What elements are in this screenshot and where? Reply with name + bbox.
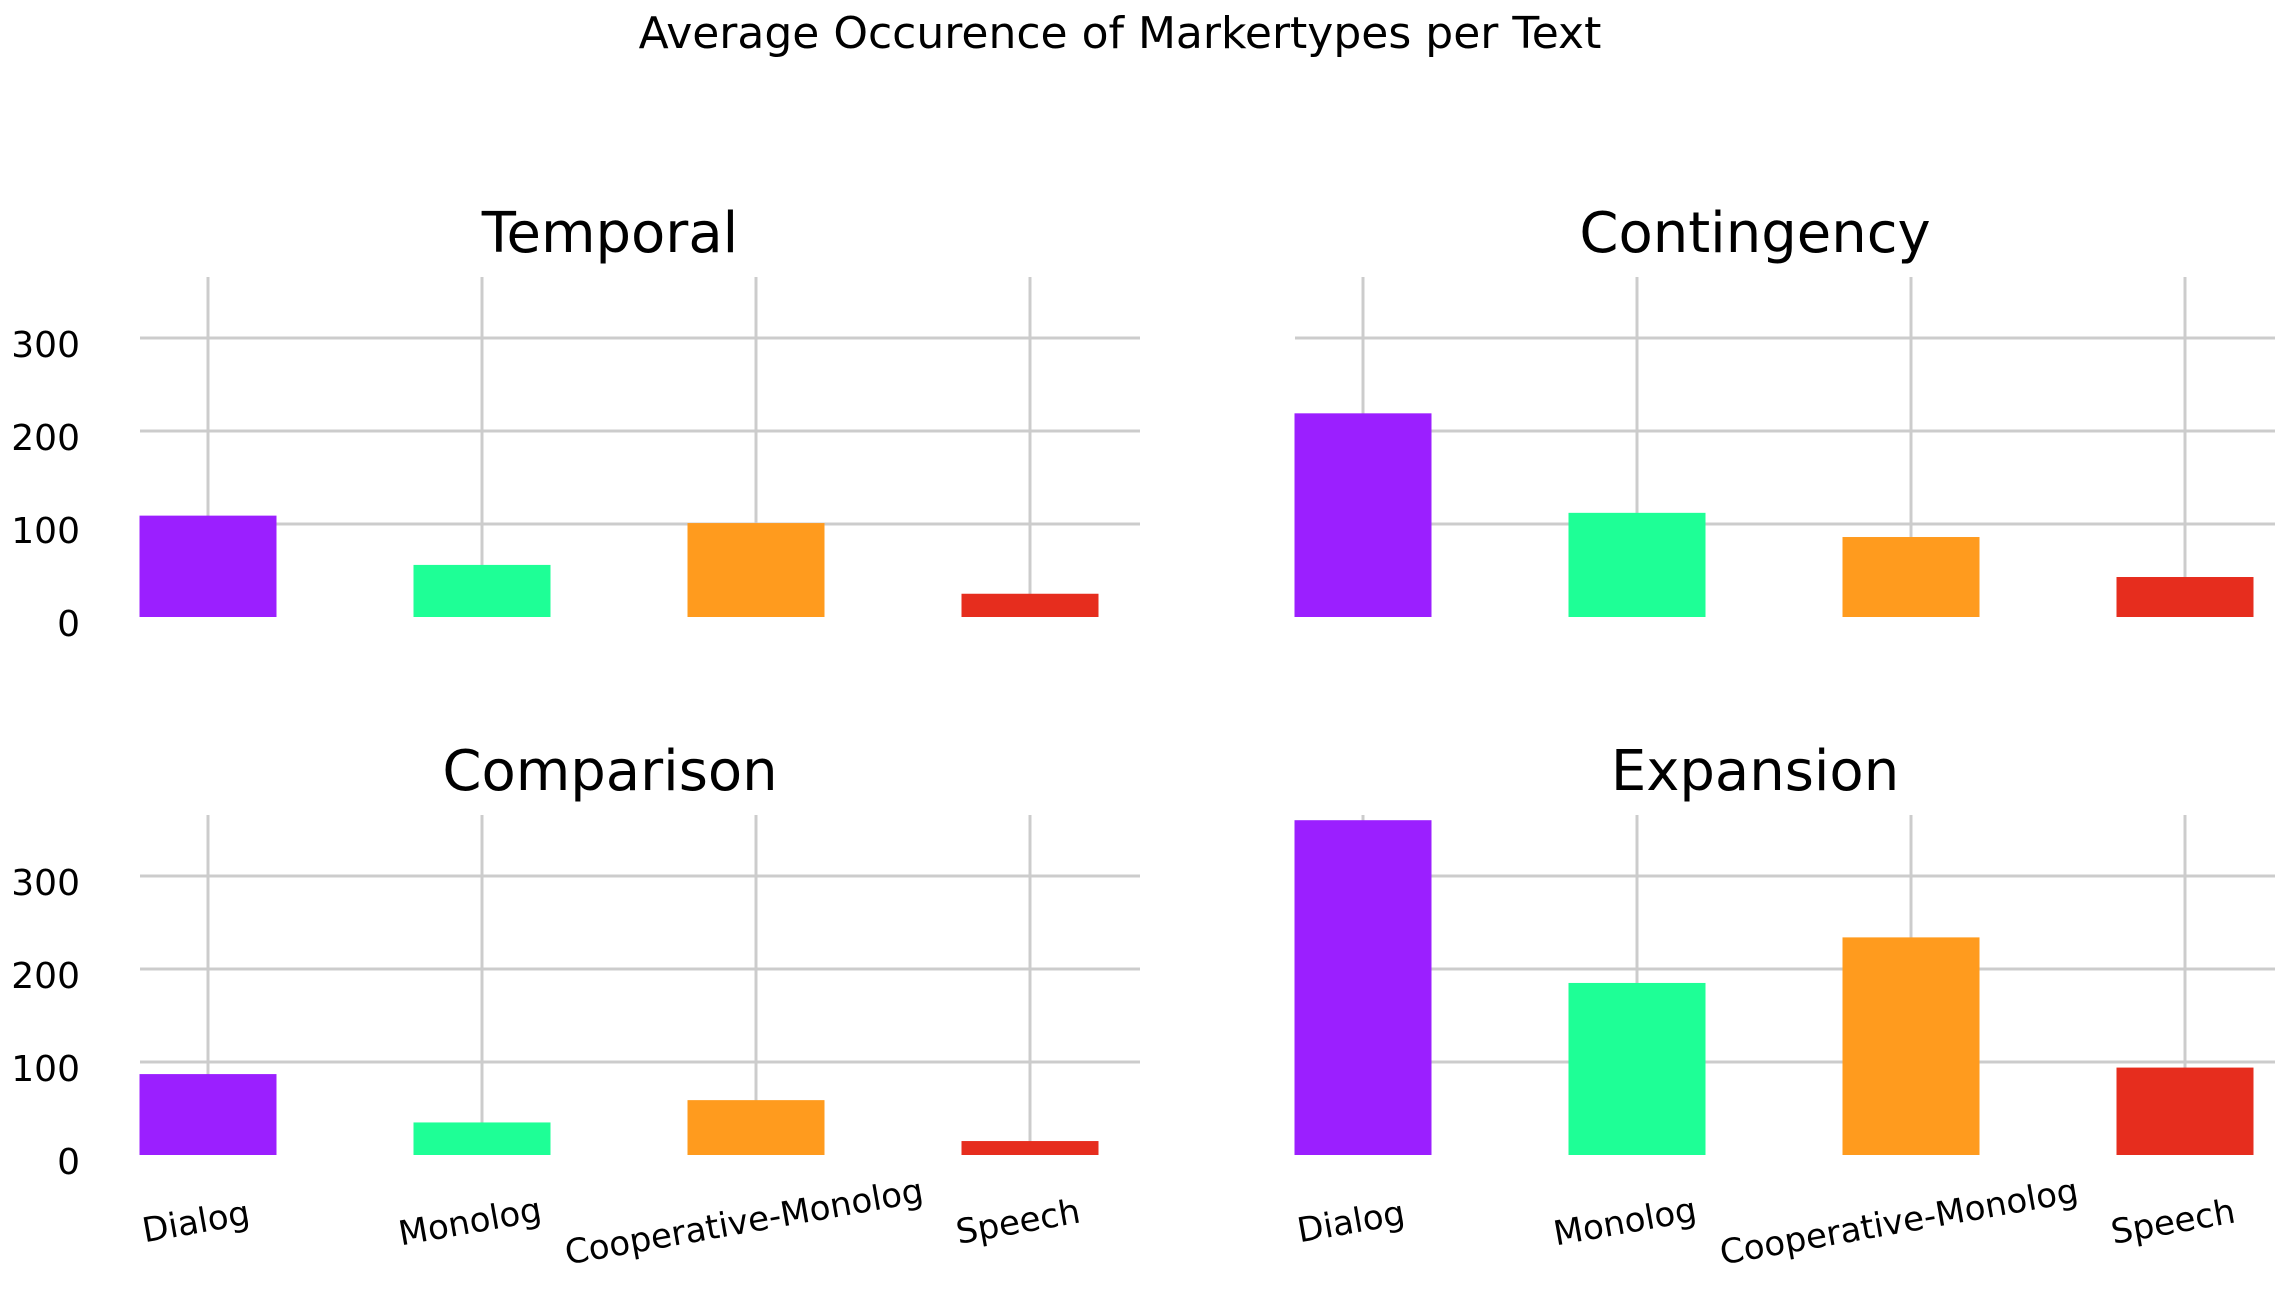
bar-speech <box>2116 577 2254 617</box>
bar-cooperative-monolog <box>687 1100 825 1155</box>
x-tick-label: Cooperative-Monolog <box>1717 1171 2081 1273</box>
y-tick-label: 200 <box>11 418 80 459</box>
bar-cooperative-monolog <box>687 523 825 617</box>
bar-monolog <box>1568 982 1706 1155</box>
bar-cooperative-monolog <box>1842 537 1980 617</box>
x-tick-label: Monolog <box>396 1190 545 1254</box>
panel-comparison: 0 100 200 300 Comparison Dialog Monolog Coopera… <box>11 739 1140 1273</box>
y-tick-label: 300 <box>11 325 80 366</box>
bar-dialog <box>1294 413 1432 617</box>
bar-monolog <box>413 564 551 617</box>
y-tick-label: 0 <box>57 604 80 645</box>
y-tick-label: 100 <box>11 511 80 552</box>
x-tick-label: Speech <box>953 1192 1083 1253</box>
bar-monolog <box>1568 512 1706 617</box>
bar-dialog <box>139 515 277 617</box>
panel-temporal: 0 100 200 300 Temporal <box>11 201 1140 645</box>
bar-monolog <box>413 1122 551 1155</box>
panel-contingency: Contingency <box>1294 201 2275 617</box>
x-tick-label: Cooperative-Monolog <box>562 1171 926 1273</box>
x-tick-label: Monolog <box>1551 1190 1700 1254</box>
bar-dialog <box>1294 820 1432 1155</box>
bar-dialog <box>139 1074 277 1155</box>
bar-speech <box>961 1141 1099 1155</box>
x-tick-label: Speech <box>2108 1192 2238 1253</box>
panel-title: Comparison <box>442 739 777 804</box>
x-tick-label: Dialog <box>1294 1193 1408 1251</box>
panel-title: Temporal <box>481 201 738 266</box>
bar-speech <box>2116 1067 2254 1155</box>
panel-title: Expansion <box>1611 739 1899 804</box>
y-tick-label: 300 <box>11 863 80 904</box>
x-tick-label: Dialog <box>139 1193 253 1251</box>
y-tick-label: 100 <box>11 1049 80 1090</box>
bar-speech <box>961 593 1099 617</box>
y-tick-label: 0 <box>57 1142 80 1183</box>
panels: 0 100 200 300 Temporal Contingency 0 100 200 300 C… <box>11 201 2275 1273</box>
panel-title: Contingency <box>1579 201 1930 266</box>
y-tick-label: 200 <box>11 956 80 997</box>
figure-title: Average Occurence of Markertypes per Tex… <box>639 8 1602 59</box>
panel-expansion: Expansion Dialog Monolog Cooperative-Monolo… <box>1294 739 2275 1273</box>
bar-cooperative-monolog <box>1842 937 1980 1155</box>
